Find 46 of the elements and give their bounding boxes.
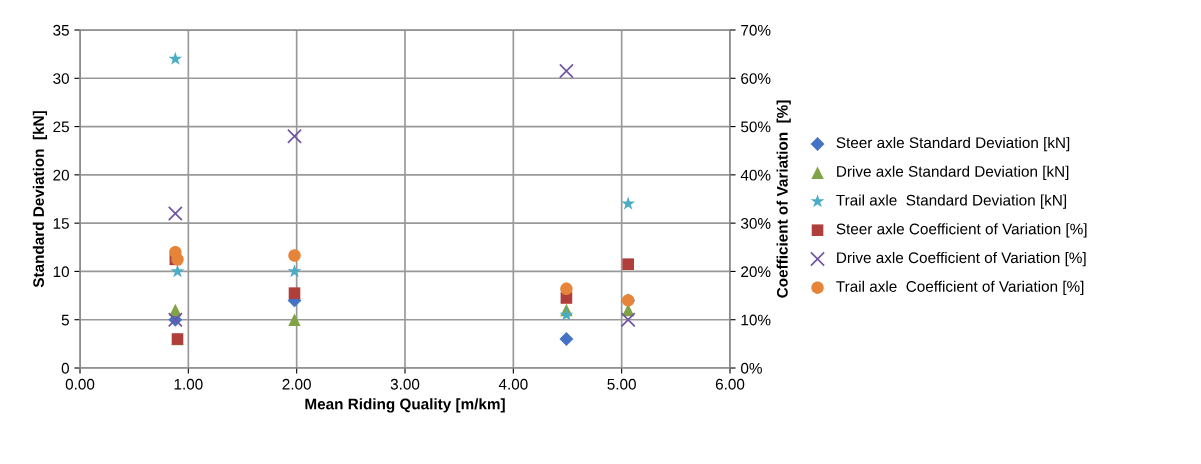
y-tick-label: 10 [53, 266, 69, 278]
x-tick-label: 0.00 [65, 378, 95, 390]
x-tick-label: 5.00 [607, 378, 636, 390]
y-tick-label: 25 [53, 121, 69, 133]
y-tick-label: 5 [61, 314, 69, 326]
y2-tick-label: 70% [741, 24, 771, 36]
legend-label: Steer axle Standard Deviation [kN] [836, 136, 1070, 152]
x-tick-label: 4.00 [498, 378, 528, 390]
legend-label: Drive axle Coefficient of Variation [%] [837, 251, 1086, 267]
y-tick-label: 30 [53, 73, 69, 84]
y2-tick-label: 0% [741, 362, 762, 374]
point [559, 307, 574, 321]
y-tick-label: 35 [53, 24, 69, 36]
y2-tick-label: 50% [741, 121, 771, 133]
y2-tick-label: 20% [741, 266, 771, 278]
x-tick-label: 6.00 [715, 378, 745, 390]
x-axis-title: Mean Riding Quality [m/km] [305, 398, 505, 413]
point [620, 312, 636, 328]
y2-tick-label: 30% [741, 218, 771, 229]
y-axis-title: Standard Deviation [kN] [32, 111, 48, 288]
legend-label: Trail axle Standard Deviation [kN] [836, 194, 1067, 209]
y2-tick-label: 10% [741, 314, 771, 326]
legend-label: Trail axle Coefficient of Variation [%] [836, 280, 1084, 295]
point [287, 264, 302, 278]
y-tick-label: 0 [61, 362, 69, 374]
point [559, 332, 574, 346]
y2-tick-label: 40% [740, 169, 771, 181]
point [558, 63, 574, 79]
point [288, 249, 301, 262]
point [170, 264, 185, 278]
point [168, 51, 183, 65]
y2-tick-label: 60% [741, 73, 771, 84]
legend-label: Drive axle Standard Deviation [kN] [837, 165, 1069, 180]
x-tick-label: 1.00 [174, 378, 203, 390]
point [622, 258, 634, 270]
x-tick-label: 2.00 [282, 378, 311, 390]
point [167, 206, 183, 221]
y-tick-label: 15 [53, 218, 69, 229]
point [560, 282, 573, 296]
point [287, 128, 302, 144]
point [288, 313, 301, 326]
legend-label: Steer axle Coefficient of Variation [%] [836, 223, 1087, 238]
y2-axis-title: Coefficient of Variation [%] [776, 100, 791, 298]
y-tick-label: 20 [53, 169, 69, 181]
x-tick-label: 3.00 [390, 378, 420, 390]
point [288, 287, 301, 299]
